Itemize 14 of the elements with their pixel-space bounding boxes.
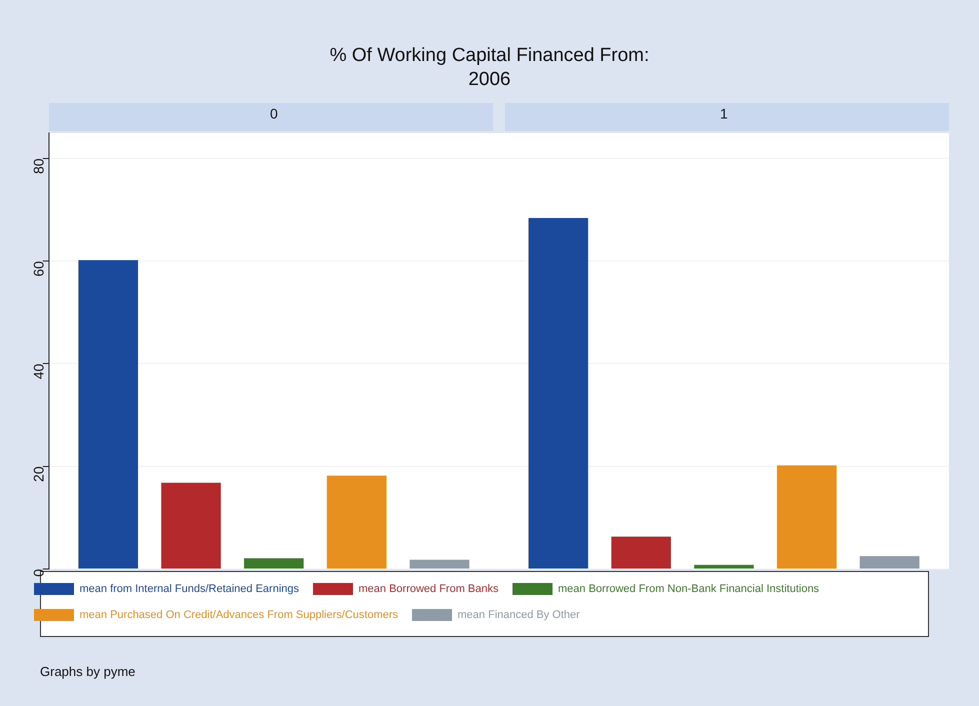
legend-label: mean Financed By Other	[458, 609, 580, 622]
legend-label: mean Borrowed From Banks	[358, 583, 500, 596]
y-tick-label: 0	[30, 568, 47, 577]
y-tick-label: 60	[30, 260, 47, 277]
y-tick-label: 80	[30, 158, 47, 174]
legend-label: mean from Internal Funds/Retained Earnings	[80, 583, 300, 596]
text: Graphs by pyme	[40, 664, 136, 679]
chart-subtitle: 2006	[467, 68, 512, 92]
chart-title: % Of Working Capital Financed From:	[328, 44, 650, 68]
y-tick-label: 20	[30, 466, 47, 482]
legend-label: mean Purchased On Credit/Advances From Suppliers/Customers	[80, 609, 399, 622]
y-tick-label: 40	[30, 364, 47, 380]
x-tick-label: 1	[720, 105, 728, 122]
legend-label: mean Borrowed From Non-Bank Financial Institutions	[558, 583, 820, 596]
